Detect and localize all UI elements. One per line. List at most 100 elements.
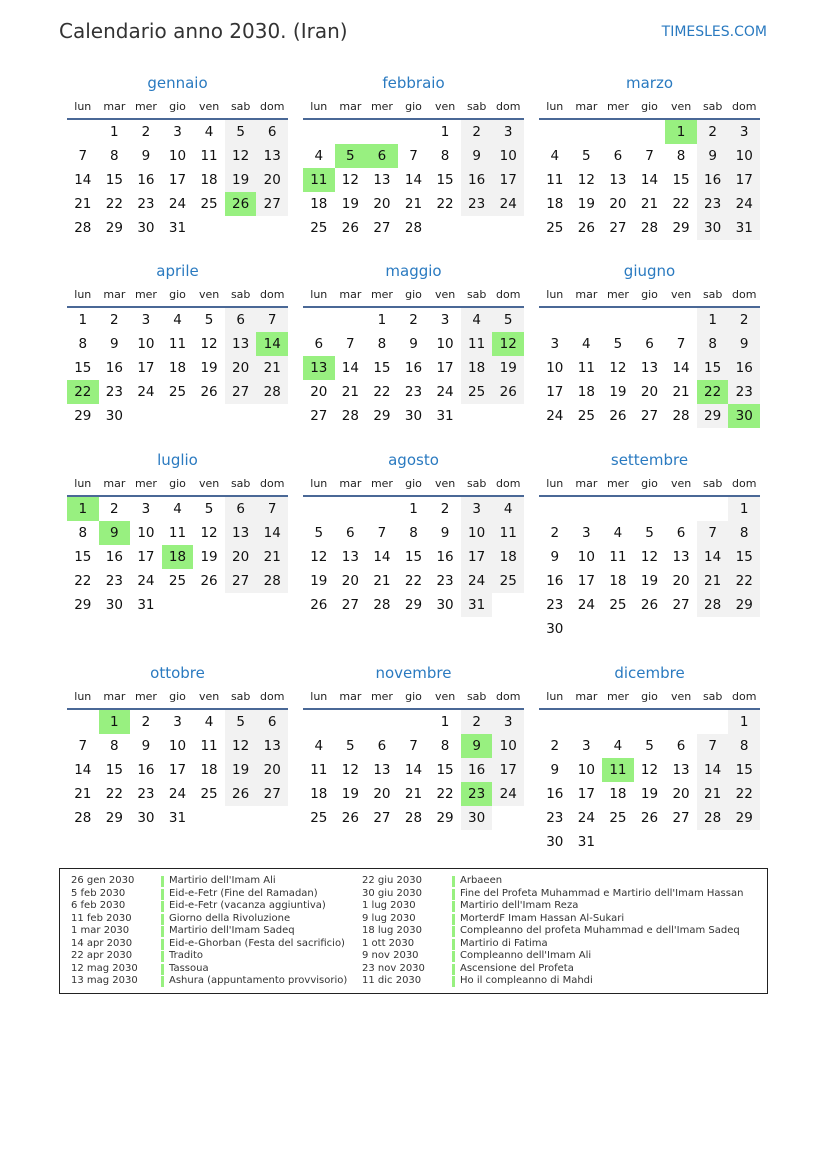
weekday-label: lun	[546, 477, 564, 490]
weekday-label: mar	[103, 288, 126, 301]
legend-name: Fine del Profeta Muhammad e Martirio del…	[460, 887, 744, 899]
legend-date: 1 mar 2030	[71, 925, 130, 936]
day: 9	[550, 549, 560, 565]
weekday-label: mer	[370, 690, 393, 703]
day: 10	[460, 521, 493, 545]
day: 7	[256, 308, 288, 332]
legend-date: 1 lug 2030	[362, 900, 416, 911]
day: 4	[550, 148, 560, 164]
day: 29	[373, 408, 391, 424]
holiday-day: 22	[696, 380, 729, 404]
day: 5	[492, 308, 524, 332]
day: 13	[224, 521, 257, 545]
empty-cell	[398, 120, 430, 144]
day: 17	[137, 360, 155, 376]
weekday-label: dom	[260, 477, 285, 490]
holiday-day: 12	[492, 332, 524, 356]
day: 20	[256, 758, 288, 782]
day: 21	[404, 786, 423, 802]
day: 20	[672, 786, 690, 802]
day: 8	[78, 336, 88, 352]
day: 7	[676, 336, 686, 352]
weekday-label: mar	[103, 100, 126, 113]
day: 10	[728, 144, 760, 168]
day: 21	[373, 573, 391, 589]
empty-cell	[571, 710, 603, 734]
day: 11	[492, 521, 524, 545]
empty-cell	[539, 308, 571, 332]
weekday-label: sab	[702, 690, 723, 703]
weekday-header: lun mar mer gio ven sab dom	[539, 96, 760, 120]
holiday-marker	[452, 901, 455, 912]
holiday-day: 11	[602, 758, 634, 782]
legend-row: 9 lug 2030 MorterdF Imam Hassan Al-Sukari	[362, 913, 762, 926]
day: 18	[460, 356, 493, 380]
day-grid: 1 2 3 4 5 6 7 8 9 10 11 12 13 14 15 16 17 18 19 20 21 22 23 24 2…	[67, 497, 288, 617]
day: 22	[105, 196, 123, 212]
day: 14	[373, 549, 391, 565]
day: 12	[341, 762, 359, 778]
weekday-label: gio	[169, 690, 186, 703]
weekday-label: ven	[434, 690, 456, 703]
day: 30	[436, 597, 454, 613]
day-grid: 1 2 3 4 5 6 7 8 9 10 11 12 13 14 15 16 17 18 19 20 21 22 23 24 2…	[539, 308, 760, 428]
day: 22	[672, 196, 690, 212]
day: 28	[696, 593, 729, 617]
day: 30	[460, 806, 493, 830]
day: 1	[696, 308, 729, 332]
day: 6	[224, 308, 257, 332]
day: 29	[105, 220, 123, 236]
day: 8	[696, 332, 729, 356]
day: 25	[577, 408, 595, 424]
day: 21	[74, 196, 92, 212]
page-title: Calendario anno 2030. (Iran)	[59, 19, 348, 43]
day: 24	[460, 569, 493, 593]
day: 6	[314, 336, 324, 352]
day-grid: 1 2 3 4 5 6 7 8 9 10 11 12 13 14 15 16 17 18 19 20 21 22 23 24 2…	[67, 710, 288, 830]
day: 10	[546, 360, 564, 376]
weekday-label: mar	[339, 690, 362, 703]
day: 4	[173, 312, 182, 328]
weekday-label: lun	[546, 288, 564, 301]
month-title: aprile	[156, 262, 199, 280]
day: 2	[696, 120, 729, 144]
day: 28	[341, 408, 359, 424]
brand-link[interactable]: TIMESLES.COM	[661, 24, 767, 40]
day: 1	[440, 124, 450, 140]
day: 16	[105, 360, 123, 376]
day: 8	[110, 148, 119, 164]
legend-date: 18 lug 2030	[362, 925, 422, 936]
day: 29	[436, 810, 454, 826]
day: 22	[436, 196, 454, 212]
holiday-marker	[161, 963, 164, 975]
day: 25	[310, 810, 328, 826]
day: 31	[577, 834, 595, 850]
day: 16	[728, 356, 760, 380]
legend-row: 23 nov 2030 Ascensione del Profeta	[362, 963, 762, 976]
day: 2	[141, 124, 151, 140]
day: 6	[377, 738, 387, 754]
day: 21	[640, 196, 659, 212]
weekday-label: mer	[370, 288, 393, 301]
weekday-label: gio	[169, 477, 186, 490]
weekday-label: ven	[670, 288, 692, 301]
day: 5	[224, 120, 257, 144]
weekday-label: ven	[434, 477, 456, 490]
day: 30	[404, 408, 423, 424]
holiday-day: 1	[98, 710, 131, 734]
day: 22	[436, 786, 454, 802]
day: 25	[609, 810, 627, 826]
empty-cell	[634, 710, 666, 734]
day: 25	[200, 786, 218, 802]
weekday-label: sab	[466, 288, 487, 301]
holiday-day: 9	[460, 734, 493, 758]
day: 13	[609, 172, 627, 188]
day: 9	[409, 336, 418, 352]
legend-name: Giorno della Rivoluzione	[169, 912, 291, 924]
empty-cell	[602, 497, 634, 521]
day: 31	[728, 216, 760, 240]
day: 19	[200, 360, 218, 376]
day: 28	[256, 380, 288, 404]
day: 5	[314, 525, 324, 541]
day: 27	[256, 782, 288, 806]
